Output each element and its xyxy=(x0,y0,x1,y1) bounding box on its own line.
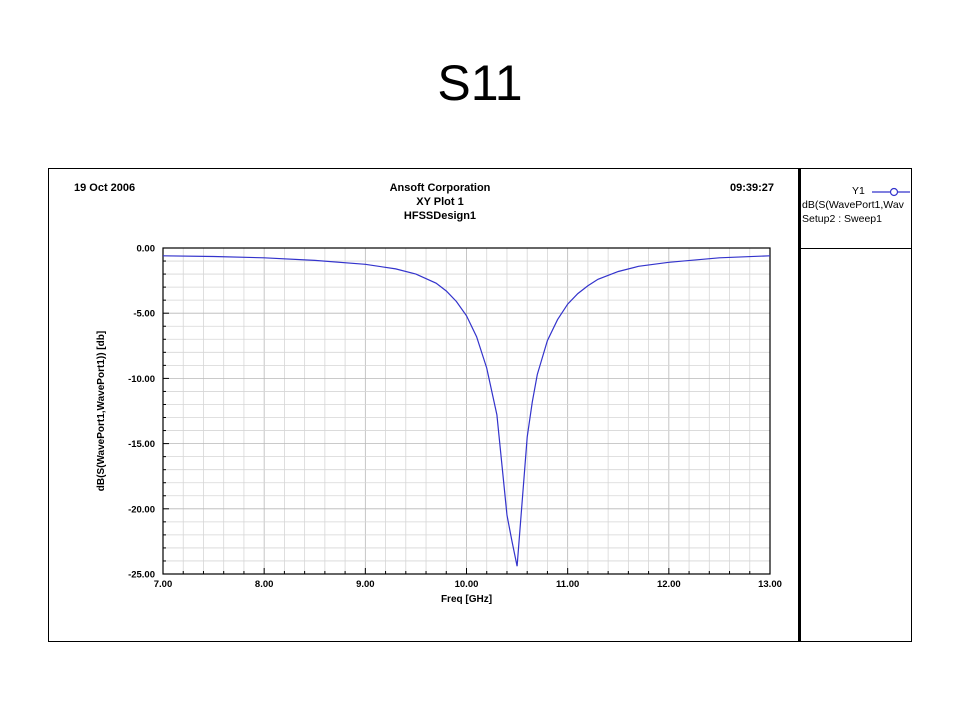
x-tick-label: 13.00 xyxy=(758,579,782,590)
header-design: HFSSDesign1 xyxy=(403,210,477,222)
legend-divider xyxy=(798,168,801,642)
legend-series: dB(S(WavePort1,Wav xyxy=(802,199,904,211)
x-tick-label: 10.00 xyxy=(455,579,479,590)
header-date: 19 Oct 2006 xyxy=(74,182,136,194)
x-tick-label: 12.00 xyxy=(657,579,681,590)
chart-grid xyxy=(162,247,771,575)
plot-window xyxy=(48,168,912,642)
x-tick-label: 11.00 xyxy=(556,579,579,590)
y-axis-label: dB(S(WavePort1,WavePort1)) [db] xyxy=(96,331,107,491)
axis-ticks xyxy=(162,247,771,575)
header-time: 09:39:27 xyxy=(729,182,774,194)
y-tick-label: -25.00 xyxy=(128,570,155,581)
x-tick-label: 8.00 xyxy=(255,579,274,590)
header-plot-name: XY Plot 1 xyxy=(416,196,464,208)
header-company: Ansoft Corporation xyxy=(389,182,491,194)
slide-title: S11 xyxy=(437,55,523,111)
y-tick-label: -5.00 xyxy=(133,309,155,320)
legend-separator xyxy=(801,248,912,249)
x-tick-label: 9.00 xyxy=(356,579,375,590)
legend-line-marker xyxy=(872,187,910,197)
y-tick-label: -10.00 xyxy=(128,374,155,385)
y-tick-label: -20.00 xyxy=(128,504,155,515)
x-axis-label: Freq [GHz] xyxy=(441,594,492,605)
series-line-s11 xyxy=(162,255,771,567)
y-tick-label: 0.00 xyxy=(137,244,156,255)
legend-setup: Setup2 : Sweep1 xyxy=(802,213,882,225)
y-tick-label: -15.00 xyxy=(128,439,155,450)
x-tick-label: 7.00 xyxy=(154,579,173,590)
legend-trace-label: Y1 xyxy=(852,185,865,197)
